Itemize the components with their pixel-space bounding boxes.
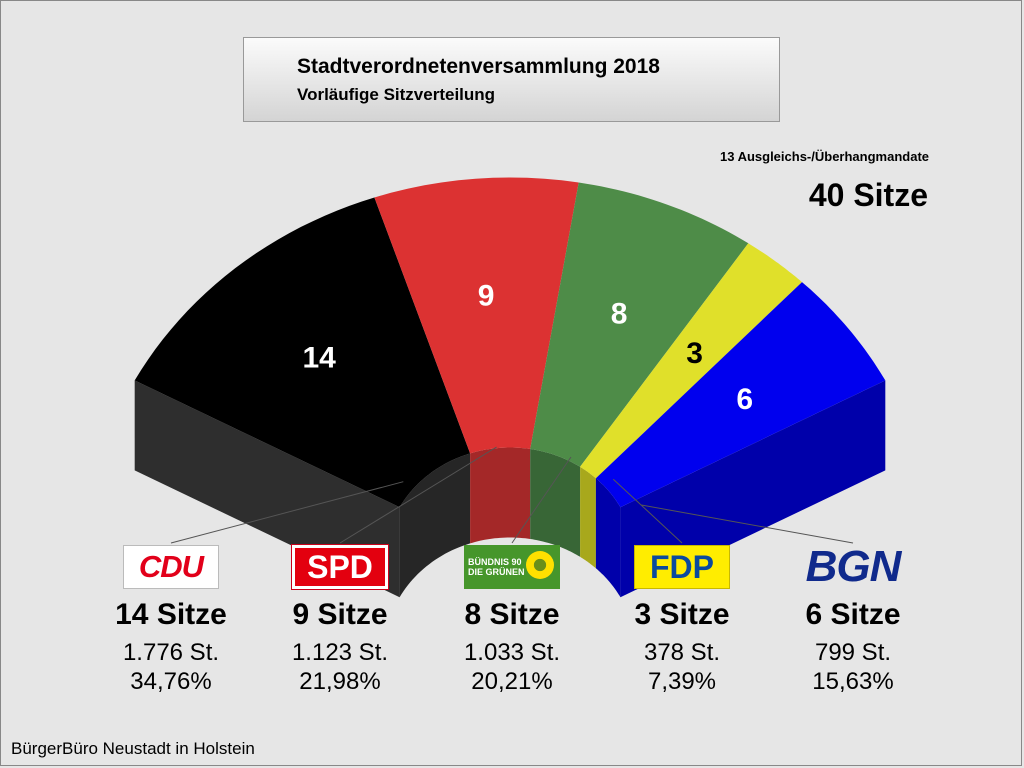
chart-title: Stadtverordnetenversammlung 2018 (297, 55, 660, 78)
party-percent: 15,63% (812, 668, 894, 695)
party-bgn: BGN 6 Sitze 799 St. 15,63% (768, 542, 938, 696)
seat-segment (374, 177, 579, 454)
seat-segment-front (399, 453, 471, 598)
party-votes: 799 St. (814, 639, 892, 666)
party-seats: 6 Sitze (805, 598, 901, 631)
sunflower-icon (526, 551, 554, 579)
chart-subtitle: Vorläufige Sitzverteilung (297, 85, 496, 104)
party-percent: 7,39% (647, 668, 717, 695)
leader-line (641, 504, 854, 544)
arc-end-cap-left (134, 380, 400, 598)
seat-count-label: 14 (303, 342, 337, 375)
party-votes: 1.033 St. (463, 639, 561, 666)
party-spd: SPD 9 Sitze 1.123 St. 21,98% (255, 544, 425, 696)
party-percent: 20,21% (471, 668, 553, 695)
seat-count-label: 3 (686, 337, 703, 370)
leader-line (339, 446, 497, 544)
party-votes: 1.123 St. (291, 639, 389, 666)
cdu-logo-text: CDU (138, 549, 204, 584)
seat-segment-front (470, 447, 531, 544)
total-seats: 40 Sitze (808, 177, 928, 213)
seat-segment-front (595, 478, 621, 598)
cdu-logo: CDU (123, 545, 219, 589)
arc-end-cap-right (620, 380, 886, 598)
seat-segment (134, 197, 471, 508)
seat-segment (580, 243, 802, 479)
party-votes: 1.776 St. (122, 639, 220, 666)
gruene-logo-line2: DIE GRÜNEN (468, 567, 525, 577)
party-percent: 21,98% (299, 668, 381, 695)
party-gruene: BÜNDNIS 90 DIE GRÜNEN 8 Sitze 1.033 St. … (427, 545, 597, 696)
seat-segment (530, 182, 749, 467)
bgn-logo: BGN (805, 542, 902, 591)
footer-credit: BürgerBüro Neustadt in Holstein (11, 739, 255, 758)
party-percent: 34,76% (130, 668, 212, 695)
gruene-logo-line1: BÜNDNIS 90 (468, 557, 522, 567)
leader-line (170, 481, 404, 544)
fdp-logo-text: FDP (650, 548, 714, 585)
party-seats: 9 Sitze (292, 598, 388, 631)
spd-logo: SPD (291, 544, 389, 590)
party-cdu: CDU 14 Sitze 1.776 St. 34,76% (86, 545, 256, 696)
bgn-logo-text: BGN (805, 542, 902, 591)
seat-count-label: 8 (611, 297, 628, 330)
seat-count-label: 6 (736, 383, 753, 416)
leader-line (511, 456, 572, 544)
party-seats: 3 Sitze (634, 598, 730, 631)
party-seats: 14 Sitze (115, 598, 227, 631)
seat-segment-front (580, 466, 596, 569)
extra-mandates-note: 13 Ausgleichs-/Überhangmandate (719, 149, 929, 164)
seat-count-label: 9 (478, 279, 495, 312)
seat-segment (595, 282, 886, 508)
party-seats: 8 Sitze (464, 598, 560, 631)
title-box: Stadtverordnetenversammlung 2018 Vorläuf… (243, 37, 780, 122)
gruene-logo: BÜNDNIS 90 DIE GRÜNEN (464, 545, 560, 589)
party-fdp: FDP 3 Sitze 378 St. 7,39% (597, 545, 767, 696)
leader-line (612, 478, 683, 544)
seat-segment-front (530, 449, 581, 557)
party-votes: 378 St. (643, 639, 721, 666)
fdp-logo: FDP (634, 545, 730, 589)
spd-logo-text: SPD (307, 548, 373, 585)
